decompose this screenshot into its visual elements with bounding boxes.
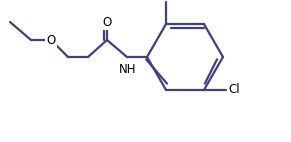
Text: O: O — [102, 15, 112, 29]
Text: NH: NH — [119, 63, 137, 76]
Text: O: O — [46, 34, 56, 46]
Text: Cl: Cl — [228, 83, 239, 96]
